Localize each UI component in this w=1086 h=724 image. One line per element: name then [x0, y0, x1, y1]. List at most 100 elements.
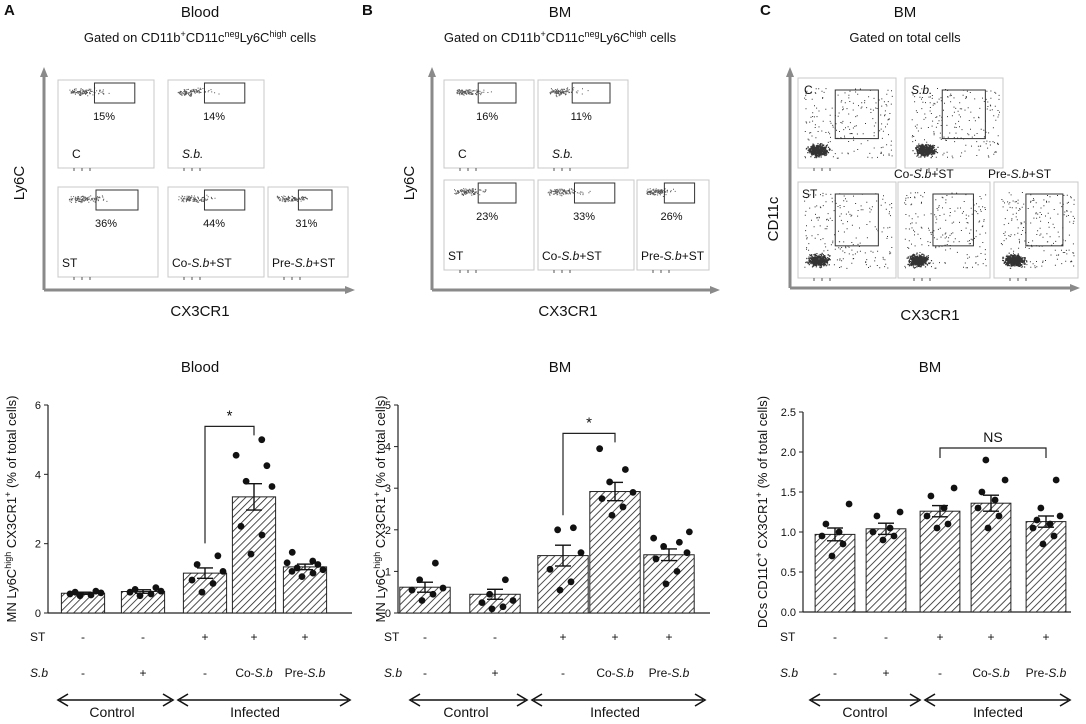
data-point [869, 528, 877, 536]
group-control-label: Control [443, 704, 488, 720]
gate-percent: 23% [476, 211, 498, 223]
condition-st-label: ST [30, 630, 46, 644]
data-point [978, 488, 986, 496]
data-point [198, 588, 206, 596]
condition-st-value: + [559, 630, 566, 644]
condition-st-value: + [611, 630, 618, 644]
gate-percent: 26% [661, 211, 683, 223]
data-point [232, 451, 240, 459]
data-point [873, 512, 881, 520]
data-point [509, 597, 517, 604]
data-point [1039, 540, 1047, 548]
condition-sb-value: - [833, 666, 837, 680]
flow-plot-label: ST [448, 249, 464, 263]
condition-st-value: - [81, 630, 85, 644]
data-point [242, 477, 250, 485]
data-point [879, 536, 887, 544]
events [177, 87, 220, 97]
x-marker-label: CX3CR1 [170, 303, 229, 320]
condition-st-value: - [833, 630, 837, 644]
events [1000, 192, 1075, 269]
gate [203, 82, 246, 104]
flow-plot-label: C [458, 147, 467, 161]
bar-chart-1: Blood MN Ly6Chigh CX3CR1+ (% of total cel… [3, 359, 352, 720]
flow-plot: 26% Pre-S.b+ST [636, 179, 710, 273]
flow-plot-label: S.b. [911, 83, 932, 97]
data-point [652, 555, 660, 563]
y-tick-label: 2.5 [781, 407, 796, 419]
condition-st-value: + [250, 630, 257, 644]
y-marker-label: Ly6C [401, 166, 418, 201]
gating-text: Gated on total cells [849, 30, 961, 45]
gate [932, 193, 974, 247]
data-point [596, 445, 604, 453]
events [804, 192, 893, 269]
condition-st-value: - [884, 630, 888, 644]
data-point [319, 566, 327, 574]
arrowhead [176, 693, 189, 707]
y-tick-label: 1.5 [781, 487, 796, 499]
significance-label: * [227, 407, 233, 424]
data-point [219, 568, 227, 575]
data-point [828, 552, 836, 560]
y-tick-label: 2.0 [781, 447, 796, 459]
data-point [288, 548, 296, 556]
y-tick-label: 4 [385, 442, 391, 454]
data-point [486, 590, 494, 598]
data-point [126, 588, 134, 596]
arrowhead [516, 693, 529, 707]
data-point [431, 559, 439, 567]
data-point [1052, 476, 1060, 484]
flow-plot: C [797, 77, 897, 171]
y-tick-label: 1 [385, 566, 391, 578]
condition-st-value: - [423, 630, 427, 644]
flow-panel-a: A Blood Gated on CD11b+CD11cnegLy6Chigh ce… [4, 2, 355, 320]
flow-plot-label: Co-S.b+ST [894, 167, 954, 181]
flow-plot: 36% ST [57, 186, 159, 280]
data-point [1056, 512, 1064, 520]
flow-plot-label: Co-S.b+ST [172, 256, 232, 270]
data-point [152, 584, 160, 592]
group-control-label: Control [89, 704, 134, 720]
flow-plot-label: Pre-S.b+ST [988, 167, 1052, 181]
flow-plot-label: Pre-S.b+ST [272, 256, 336, 270]
gate-percent: 11% [571, 111, 592, 123]
data-point [416, 576, 424, 584]
bar [282, 566, 328, 614]
condition-st-value: + [665, 630, 672, 644]
group-infected-label: Infected [973, 704, 1023, 720]
y-axis-label: MN Ly6Chigh CX3CR1+ (% of total cells) [3, 396, 19, 623]
flow-plot: 33% Co-S.b+ST [537, 179, 635, 273]
events [911, 88, 1000, 159]
data-point [193, 561, 201, 568]
data-point [1033, 516, 1041, 524]
data-point [501, 576, 509, 584]
panel-tissue-title: BM [549, 4, 572, 21]
gate [941, 89, 986, 140]
panel-letter: B [362, 2, 373, 19]
y-marker-label: CD11c [765, 196, 782, 241]
arrowhead [339, 693, 352, 707]
data-point [890, 532, 898, 540]
events [547, 188, 591, 197]
arrowhead [1059, 693, 1072, 707]
gate [297, 189, 333, 211]
x-marker-label: CX3CR1 [538, 303, 597, 320]
flow-plot: Pre-S.b+ST [988, 167, 1079, 281]
flow-plot: ST [797, 181, 897, 281]
data-point [309, 557, 317, 565]
flow-plot: 14% S.b. [167, 79, 265, 171]
events [178, 194, 216, 203]
significance-label: NS [983, 429, 1002, 445]
y-tick-label: 0 [35, 608, 41, 620]
data-point [237, 522, 245, 530]
arrowhead [162, 693, 175, 707]
condition-sb-value: Co-S.b [235, 666, 273, 680]
y-tick-label: 0.0 [781, 607, 796, 619]
data-point [1029, 524, 1037, 532]
data-point [314, 561, 322, 568]
gate-percent: 31% [295, 218, 317, 230]
data-point [984, 524, 992, 532]
gate-percent: 33% [573, 211, 595, 223]
x-marker-label: CX3CR1 [900, 307, 959, 324]
